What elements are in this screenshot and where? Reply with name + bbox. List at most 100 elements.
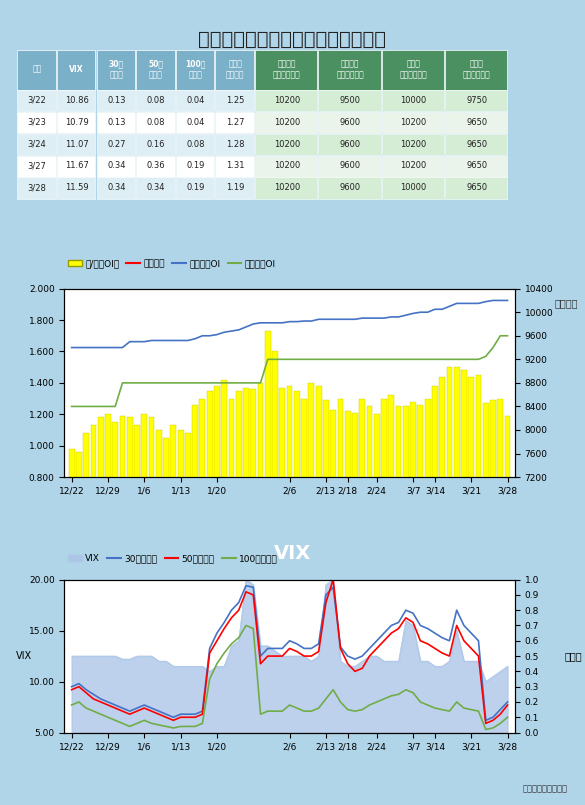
- Bar: [127, 418, 133, 603]
- Text: 10200: 10200: [400, 161, 426, 171]
- FancyBboxPatch shape: [215, 134, 254, 155]
- FancyBboxPatch shape: [18, 155, 56, 177]
- Bar: [301, 398, 307, 603]
- FancyBboxPatch shape: [57, 155, 95, 177]
- Text: 10200: 10200: [274, 118, 300, 126]
- Text: 9500: 9500: [339, 96, 360, 105]
- FancyBboxPatch shape: [381, 50, 444, 89]
- Bar: [446, 367, 452, 603]
- Bar: [163, 438, 169, 603]
- Legend: 賣/買權OI比, 加權指數, 買權最大OI, 賣權最大OI: 賣/買權OI比, 加權指數, 買權最大OI, 賣權最大OI: [64, 255, 280, 272]
- Text: 11.67: 11.67: [65, 161, 89, 171]
- Text: 0.19: 0.19: [187, 161, 205, 171]
- FancyBboxPatch shape: [318, 112, 380, 133]
- Bar: [229, 398, 235, 603]
- Text: 9600: 9600: [339, 139, 360, 148]
- FancyBboxPatch shape: [136, 50, 175, 89]
- Bar: [483, 403, 488, 603]
- Text: 30日
百分位: 30日 百分位: [109, 60, 124, 79]
- Text: 11.07: 11.07: [65, 139, 89, 148]
- Bar: [469, 377, 474, 603]
- Text: 選擇權波動率指數與賣買權未平倉比: 選擇權波動率指數與賣買權未平倉比: [198, 30, 387, 49]
- FancyBboxPatch shape: [57, 90, 95, 111]
- FancyBboxPatch shape: [176, 177, 214, 199]
- FancyBboxPatch shape: [255, 177, 317, 199]
- Bar: [294, 390, 300, 603]
- Bar: [178, 430, 184, 603]
- Bar: [476, 375, 481, 603]
- Text: 10200: 10200: [274, 96, 300, 105]
- Bar: [490, 400, 496, 603]
- FancyBboxPatch shape: [18, 50, 56, 89]
- FancyBboxPatch shape: [255, 155, 317, 177]
- Bar: [381, 398, 387, 603]
- Bar: [250, 389, 256, 603]
- Legend: VIX, 30日百分位, 50日百分位, 100日百分位: VIX, 30日百分位, 50日百分位, 100日百分位: [64, 551, 281, 567]
- FancyBboxPatch shape: [255, 112, 317, 133]
- FancyBboxPatch shape: [381, 134, 444, 155]
- Text: 9750: 9750: [466, 96, 487, 105]
- Bar: [149, 418, 154, 603]
- Bar: [287, 386, 292, 603]
- FancyBboxPatch shape: [445, 112, 507, 133]
- Text: 選賣權
最大履約約價: 選賣權 最大履約約價: [463, 60, 490, 79]
- FancyBboxPatch shape: [57, 177, 95, 199]
- Bar: [98, 418, 104, 603]
- Bar: [243, 387, 249, 603]
- FancyBboxPatch shape: [97, 112, 135, 133]
- Bar: [192, 405, 198, 603]
- Bar: [425, 398, 431, 603]
- FancyBboxPatch shape: [318, 90, 380, 111]
- Bar: [68, 449, 74, 603]
- FancyBboxPatch shape: [57, 50, 95, 89]
- Text: 0.16: 0.16: [147, 139, 165, 148]
- Bar: [142, 415, 147, 603]
- FancyBboxPatch shape: [18, 134, 56, 155]
- FancyBboxPatch shape: [215, 112, 254, 133]
- Bar: [323, 400, 329, 603]
- FancyBboxPatch shape: [18, 90, 56, 111]
- Text: 統一期貨研究科製作: 統一期貨研究科製作: [522, 784, 567, 793]
- Text: 0.08: 0.08: [147, 96, 165, 105]
- Text: 9650: 9650: [466, 184, 487, 192]
- Text: 0.34: 0.34: [107, 161, 126, 171]
- Text: 3/22: 3/22: [27, 96, 46, 105]
- Bar: [505, 416, 511, 603]
- FancyBboxPatch shape: [255, 134, 317, 155]
- FancyBboxPatch shape: [215, 177, 254, 199]
- FancyBboxPatch shape: [136, 177, 175, 199]
- Text: 9600: 9600: [339, 118, 360, 126]
- Bar: [156, 430, 161, 603]
- Bar: [439, 377, 445, 603]
- FancyBboxPatch shape: [445, 90, 507, 111]
- Text: 11.59: 11.59: [65, 184, 88, 192]
- Text: 1.27: 1.27: [226, 118, 245, 126]
- Text: 賣權最大
未平倉履約價: 賣權最大 未平倉履約價: [336, 60, 364, 79]
- FancyBboxPatch shape: [381, 90, 444, 111]
- FancyBboxPatch shape: [57, 134, 95, 155]
- Text: 10200: 10200: [274, 161, 300, 171]
- Bar: [272, 352, 278, 603]
- Bar: [403, 407, 409, 603]
- FancyBboxPatch shape: [445, 50, 507, 89]
- Text: 50日
百分位: 50日 百分位: [149, 60, 164, 79]
- Bar: [395, 407, 401, 603]
- Bar: [236, 390, 242, 603]
- FancyBboxPatch shape: [97, 155, 135, 177]
- Text: 選買權
最大履約約價: 選買權 最大履約約價: [400, 60, 427, 79]
- FancyBboxPatch shape: [176, 112, 214, 133]
- Bar: [352, 413, 358, 603]
- FancyBboxPatch shape: [318, 50, 380, 89]
- FancyBboxPatch shape: [215, 50, 254, 89]
- Bar: [221, 380, 227, 603]
- FancyBboxPatch shape: [97, 90, 135, 111]
- Text: 0.13: 0.13: [107, 96, 126, 105]
- Text: 10000: 10000: [400, 96, 426, 105]
- Bar: [112, 422, 118, 603]
- Text: 0.04: 0.04: [187, 96, 205, 105]
- Bar: [388, 395, 394, 603]
- Text: 1.25: 1.25: [226, 96, 245, 105]
- Text: 10200: 10200: [274, 139, 300, 148]
- Text: 1.28: 1.28: [226, 139, 245, 148]
- Bar: [280, 387, 285, 603]
